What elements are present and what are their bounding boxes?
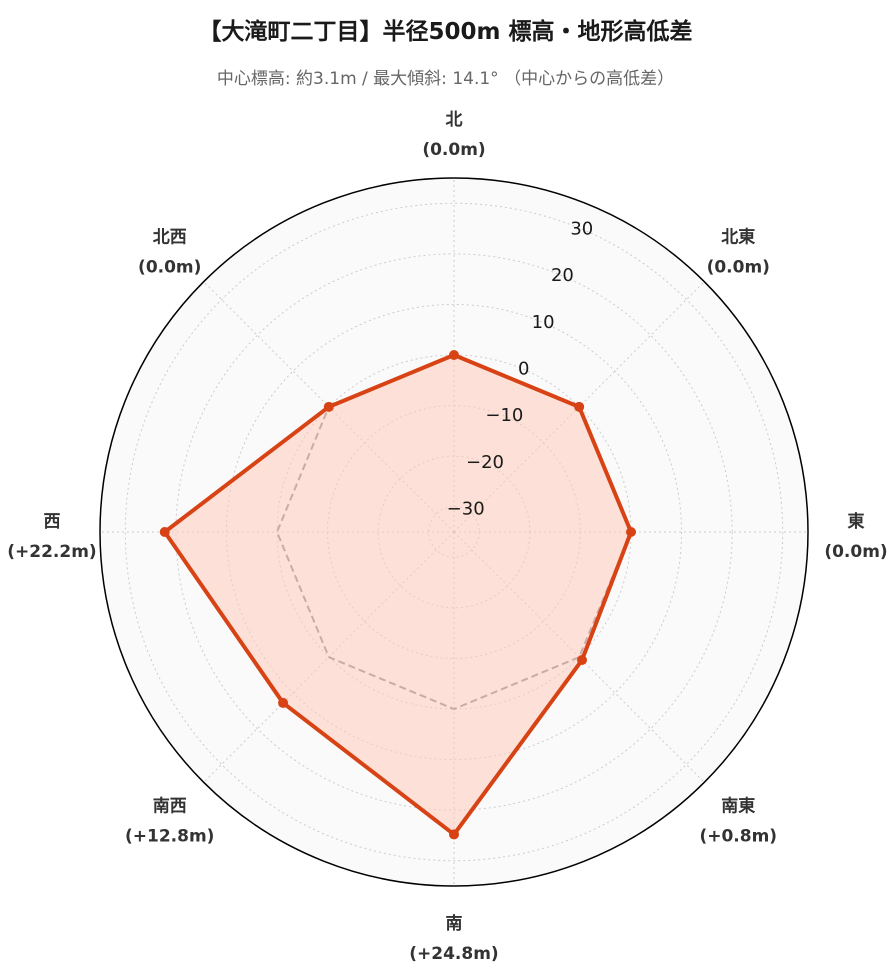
r-tick-label: 10 <box>532 312 555 333</box>
data-point <box>449 350 459 360</box>
r-tick-label: 0 <box>518 358 529 379</box>
r-tick-label: −10 <box>485 405 523 426</box>
data-point <box>577 655 588 666</box>
data-point <box>449 829 459 840</box>
data-point <box>278 697 289 708</box>
direction-value-label: (0.0m) <box>138 258 201 278</box>
data-point <box>323 401 334 412</box>
direction-value-label: (+0.8m) <box>699 826 777 846</box>
direction-value-label: (+22.2m) <box>7 542 96 562</box>
grid-circle <box>124 202 784 862</box>
plot-border <box>99 177 809 887</box>
chart-title: 【大滝町二丁目】半径500m 標高・地形高低差 <box>198 19 693 45</box>
direction-label: 南 <box>446 913 463 934</box>
r-tick-label: −20 <box>466 452 504 473</box>
elevation-area <box>164 355 631 835</box>
direction-label: 南東 <box>721 795 755 816</box>
data-point <box>159 527 170 537</box>
direction-label: 東 <box>848 511 865 532</box>
r-tick-label: 30 <box>570 218 593 239</box>
direction-value-label: (0.0m) <box>422 140 485 160</box>
direction-value-label: (0.0m) <box>824 542 887 562</box>
direction-value-label: (0.0m) <box>707 258 770 278</box>
r-tick-label: −30 <box>447 499 485 520</box>
r-tick-label: 20 <box>551 265 574 286</box>
direction-label: 北西 <box>153 228 187 248</box>
direction-label: 北 <box>446 110 463 130</box>
direction-label: 西 <box>44 512 61 532</box>
direction-value-label: (+12.8m) <box>125 826 214 846</box>
data-point <box>574 401 585 412</box>
chart-subtitle: 中心標高: 約3.1m / 最大傾斜: 14.1° （中心からの高低差） <box>216 69 675 89</box>
grid-circle <box>225 303 683 761</box>
direction-label: 北東 <box>721 227 755 248</box>
data-point <box>626 527 636 537</box>
direction-label: 南西 <box>153 795 187 816</box>
direction-value-label: (+24.8m) <box>409 944 498 962</box>
